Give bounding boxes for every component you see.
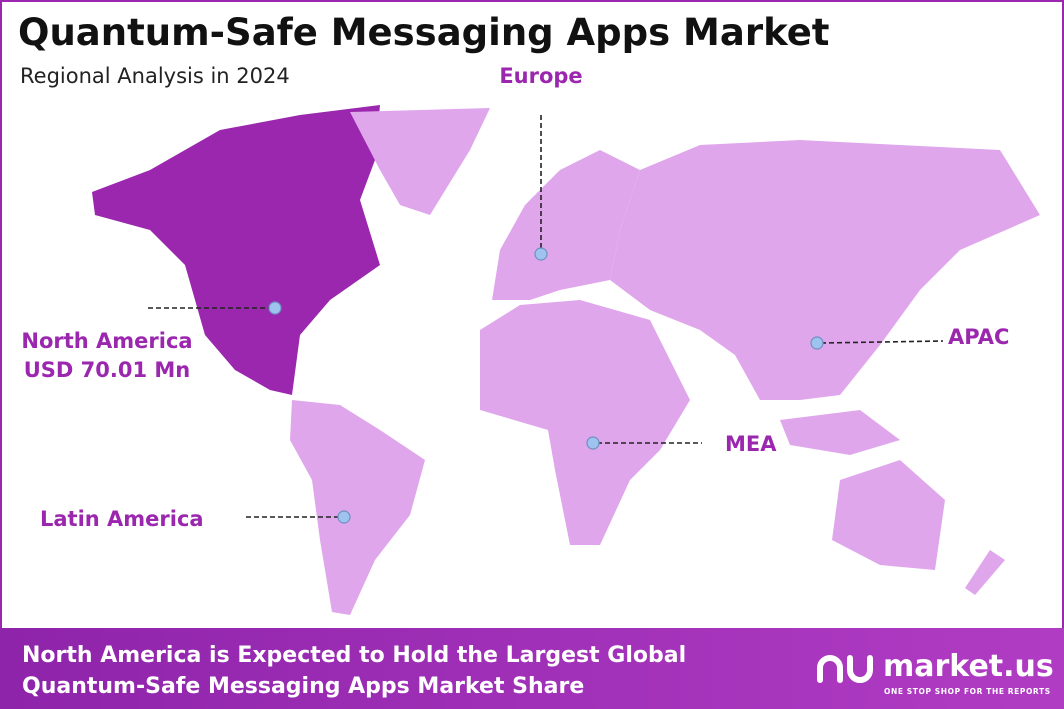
leader-line xyxy=(820,340,944,344)
footer-text: Quantum-Safe Messaging Apps Market Share xyxy=(22,674,584,699)
region-label: North America xyxy=(21,329,192,353)
title: Quantum-Safe Messaging Apps Market xyxy=(18,11,829,54)
marker xyxy=(534,247,548,261)
region-label: Europe xyxy=(499,64,582,88)
marker xyxy=(586,436,600,450)
africa xyxy=(480,300,690,545)
callouts: North America USD 70.01 Mn Europe APAC M… xyxy=(21,64,1009,531)
marker xyxy=(337,510,351,524)
region-value: USD 70.01 Mn xyxy=(24,358,191,382)
subtitle: Regional Analysis in 2024 xyxy=(20,64,290,88)
region-label: APAC xyxy=(948,325,1009,349)
logo-icon xyxy=(817,655,873,683)
footer: North America is Expected to Hold the La… xyxy=(0,628,1064,709)
region-label: MEA xyxy=(725,432,777,456)
region-label: Latin America xyxy=(40,507,204,531)
indonesia xyxy=(780,410,900,455)
logo-tagline: ONE STOP SHOP FOR THE REPORTS xyxy=(884,687,1051,696)
asia xyxy=(610,140,1040,400)
marker xyxy=(810,336,824,350)
south-america xyxy=(290,400,425,615)
europe xyxy=(492,150,640,300)
north-america xyxy=(92,105,380,395)
greenland xyxy=(350,108,490,215)
logo-name: market.us xyxy=(883,649,1054,684)
australia xyxy=(832,460,945,570)
footer-text: North America is Expected to Hold the La… xyxy=(22,643,686,668)
footer-band xyxy=(0,628,1064,709)
world-map xyxy=(92,105,1040,615)
new-zealand xyxy=(965,550,1005,595)
marker xyxy=(268,301,282,315)
